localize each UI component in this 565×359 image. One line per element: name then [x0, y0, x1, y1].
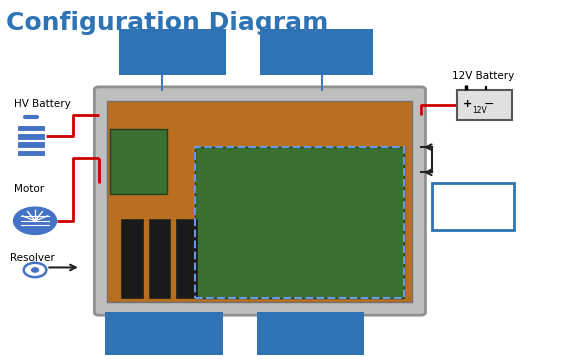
FancyBboxPatch shape [17, 150, 45, 156]
Text: Configuration Diagram: Configuration Diagram [6, 11, 328, 35]
Text: Resolver: Resolver [10, 253, 55, 264]
FancyBboxPatch shape [110, 129, 167, 194]
FancyBboxPatch shape [257, 312, 364, 355]
FancyBboxPatch shape [432, 183, 514, 230]
FancyBboxPatch shape [94, 87, 425, 315]
Text: HV Battery: HV Battery [14, 99, 71, 109]
Text: 6x Isolated
Gate driver: 6x Isolated Gate driver [131, 323, 197, 345]
Text: MCU
RH850/C1M-A2: MCU RH850/C1M-A2 [126, 41, 219, 63]
FancyBboxPatch shape [105, 312, 223, 355]
FancyBboxPatch shape [107, 101, 412, 302]
Text: 6x IGBT/FRD: 6x IGBT/FRD [275, 329, 347, 339]
FancyBboxPatch shape [119, 29, 226, 75]
Text: 12V: 12V [472, 106, 486, 115]
Circle shape [32, 268, 38, 272]
FancyBboxPatch shape [121, 219, 143, 298]
FancyBboxPatch shape [176, 219, 197, 298]
FancyBboxPatch shape [17, 141, 45, 148]
Text: +: + [463, 99, 472, 109]
FancyBboxPatch shape [149, 219, 170, 298]
Text: Motor: Motor [14, 184, 44, 194]
FancyBboxPatch shape [195, 147, 404, 298]
FancyBboxPatch shape [260, 29, 373, 75]
FancyBboxPatch shape [17, 125, 45, 131]
Text: −: − [484, 98, 494, 111]
FancyBboxPatch shape [17, 133, 45, 140]
Text: PMIC
RAA270000: PMIC RAA270000 [281, 41, 352, 63]
Circle shape [14, 207, 57, 234]
FancyBboxPatch shape [457, 90, 512, 120]
Text: 12V Battery: 12V Battery [452, 71, 514, 81]
Text: Vehicle
ECU: Vehicle ECU [453, 196, 493, 217]
